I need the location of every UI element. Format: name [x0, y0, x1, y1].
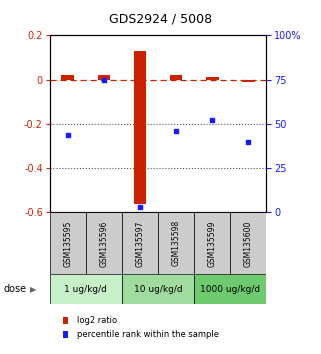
Bar: [206, 78, 219, 80]
Bar: [242, 80, 255, 82]
Bar: [98, 75, 110, 80]
Text: 1 ug/kg/d: 1 ug/kg/d: [65, 285, 107, 294]
Text: GSM135599: GSM135599: [208, 220, 217, 267]
Text: GSM135597: GSM135597: [135, 220, 144, 267]
Bar: [194, 212, 230, 274]
Bar: [158, 212, 194, 274]
Point: [210, 118, 215, 123]
Text: GSM135600: GSM135600: [244, 220, 253, 267]
Bar: [134, 51, 146, 204]
Bar: [50, 274, 122, 304]
Point: [65, 132, 70, 137]
Text: percentile rank within the sample: percentile rank within the sample: [77, 330, 219, 339]
Bar: [170, 75, 182, 80]
Point: [137, 204, 143, 210]
Bar: [50, 212, 86, 274]
Point: [246, 139, 251, 144]
Bar: [62, 75, 74, 80]
Bar: [86, 212, 122, 274]
Text: GSM135596: GSM135596: [100, 220, 108, 267]
Point: [101, 77, 107, 82]
Bar: [122, 274, 194, 304]
Bar: [122, 212, 158, 274]
Text: 10 ug/kg/d: 10 ug/kg/d: [134, 285, 182, 294]
Text: 1000 ug/kg/d: 1000 ug/kg/d: [200, 285, 260, 294]
Bar: [230, 212, 266, 274]
Point: [174, 128, 179, 134]
Bar: [194, 274, 266, 304]
Text: dose: dose: [3, 284, 26, 295]
Text: ▶: ▶: [30, 285, 36, 294]
Text: GSM135595: GSM135595: [63, 220, 72, 267]
Text: GSM135598: GSM135598: [172, 220, 181, 267]
Text: GDS2924 / 5008: GDS2924 / 5008: [109, 12, 212, 25]
Text: log2 ratio: log2 ratio: [77, 316, 117, 325]
